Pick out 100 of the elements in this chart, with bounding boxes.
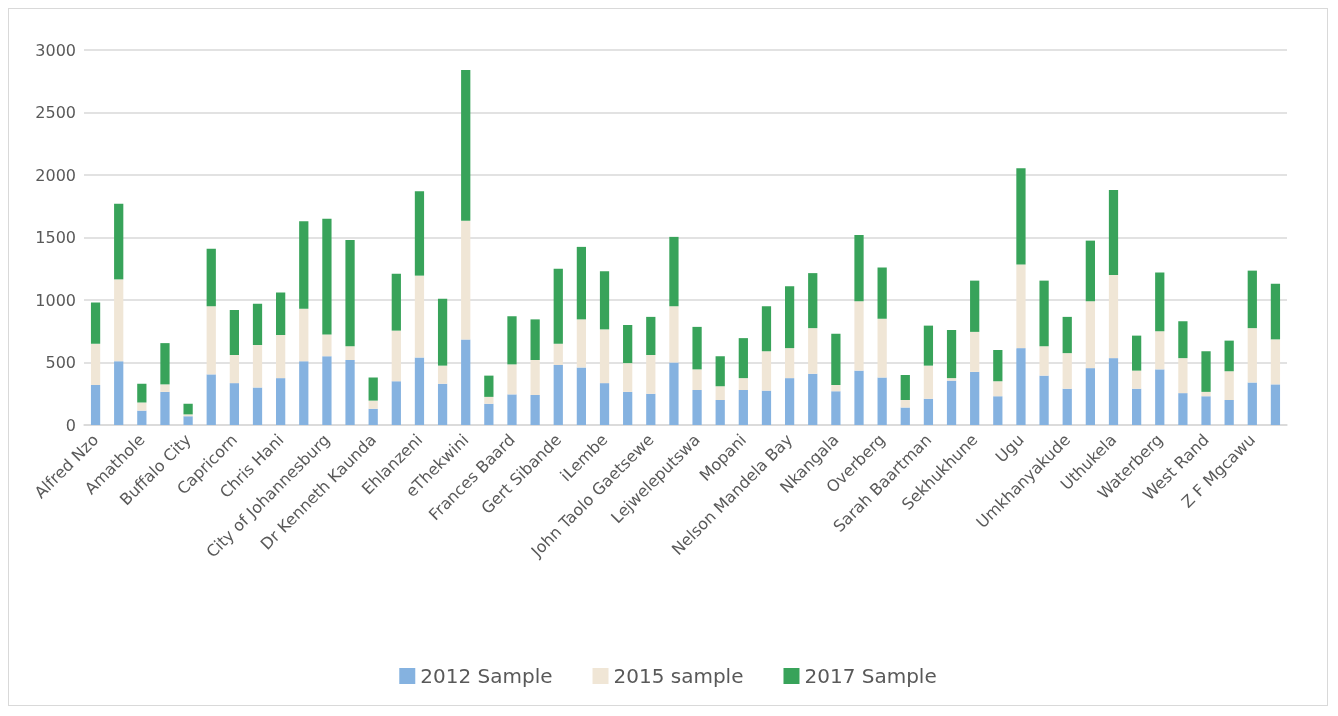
bar: [252, 303, 263, 345]
bar: [599, 271, 610, 330]
bar: [414, 275, 425, 358]
bar: [623, 363, 633, 392]
bar: [923, 398, 934, 425]
bar: [299, 361, 309, 425]
bar: [1201, 396, 1211, 425]
bar: [761, 390, 772, 425]
legend-label: 2017 Sample: [804, 664, 937, 688]
bar: [1016, 348, 1026, 425]
bar: [623, 325, 633, 364]
y-tick-label: 1500: [35, 228, 76, 247]
bar: [137, 410, 147, 425]
bar: [206, 306, 216, 375]
bar: [970, 371, 980, 425]
bar: [761, 351, 772, 391]
bar: [252, 345, 263, 388]
bar: [530, 360, 540, 395]
bar: [1085, 301, 1095, 369]
bar: [276, 378, 286, 425]
bar: [599, 383, 610, 425]
bar: [484, 375, 494, 397]
bar: [1178, 321, 1188, 359]
bar: [1132, 388, 1142, 425]
bar: [368, 377, 378, 401]
bar: [946, 378, 957, 381]
bar: [183, 403, 193, 415]
bar: [206, 374, 216, 425]
bar: [1062, 316, 1072, 354]
bar: [738, 338, 748, 379]
bar: [1108, 358, 1119, 425]
bar: [160, 384, 170, 392]
bar: [831, 391, 841, 425]
bar: [1178, 393, 1188, 425]
bar: [90, 343, 101, 385]
bar: [345, 240, 355, 347]
bar: [646, 393, 656, 425]
bar: [1224, 371, 1234, 400]
bar: [530, 395, 540, 425]
bar: [1016, 264, 1026, 349]
bar: [1132, 370, 1142, 389]
bar: [368, 400, 378, 409]
bar: [1201, 391, 1211, 397]
bar: [299, 308, 309, 362]
bar: [461, 220, 471, 340]
bar: [1247, 270, 1257, 329]
bar: [461, 70, 471, 221]
bar: [229, 355, 239, 384]
bar: [692, 390, 702, 425]
bar: [114, 203, 124, 280]
bar: [90, 385, 101, 425]
y-tick-label: 500: [45, 353, 76, 372]
bar: [715, 386, 725, 400]
bar: [1155, 272, 1165, 332]
bar: [553, 268, 563, 344]
bar: [646, 355, 656, 394]
bar: [923, 325, 934, 366]
bar: [1085, 240, 1095, 302]
bar: [553, 365, 563, 425]
bar: [391, 273, 401, 331]
bar: [946, 330, 957, 379]
bar: [507, 316, 517, 365]
bar: [900, 375, 910, 400]
bar: [206, 248, 216, 307]
bar: [276, 335, 286, 379]
bar: [414, 357, 425, 425]
bar: [623, 391, 633, 425]
bar: [900, 400, 910, 408]
bar: [784, 378, 795, 425]
legend-label: 2015 sample: [613, 664, 744, 688]
bar: [229, 310, 239, 355]
bar: [484, 396, 494, 404]
bar: [1062, 353, 1072, 389]
bar: [808, 373, 818, 425]
legend-label: 2012 Sample: [420, 664, 553, 688]
bar: [437, 383, 448, 425]
bar: [1270, 384, 1281, 425]
y-tick-label: 1000: [35, 290, 76, 310]
bar: [692, 369, 702, 390]
bar: [877, 318, 887, 378]
bar: [808, 273, 818, 329]
bar: [877, 377, 887, 425]
bar: [599, 329, 610, 384]
bar: [1155, 369, 1165, 425]
bar: [761, 306, 772, 352]
bar: [1039, 375, 1049, 425]
bar: [90, 302, 101, 344]
bar: [946, 380, 957, 425]
bar: [1224, 340, 1234, 372]
bar: [1247, 328, 1257, 383]
bar: [784, 286, 795, 349]
bar: [114, 279, 124, 362]
bar: [461, 339, 471, 425]
bar: [1039, 346, 1049, 376]
bar: [1016, 168, 1026, 265]
bar: [1039, 280, 1049, 347]
bar: [1224, 400, 1234, 425]
bar: [970, 331, 980, 372]
bar: [1108, 190, 1119, 275]
bar: [507, 364, 517, 395]
